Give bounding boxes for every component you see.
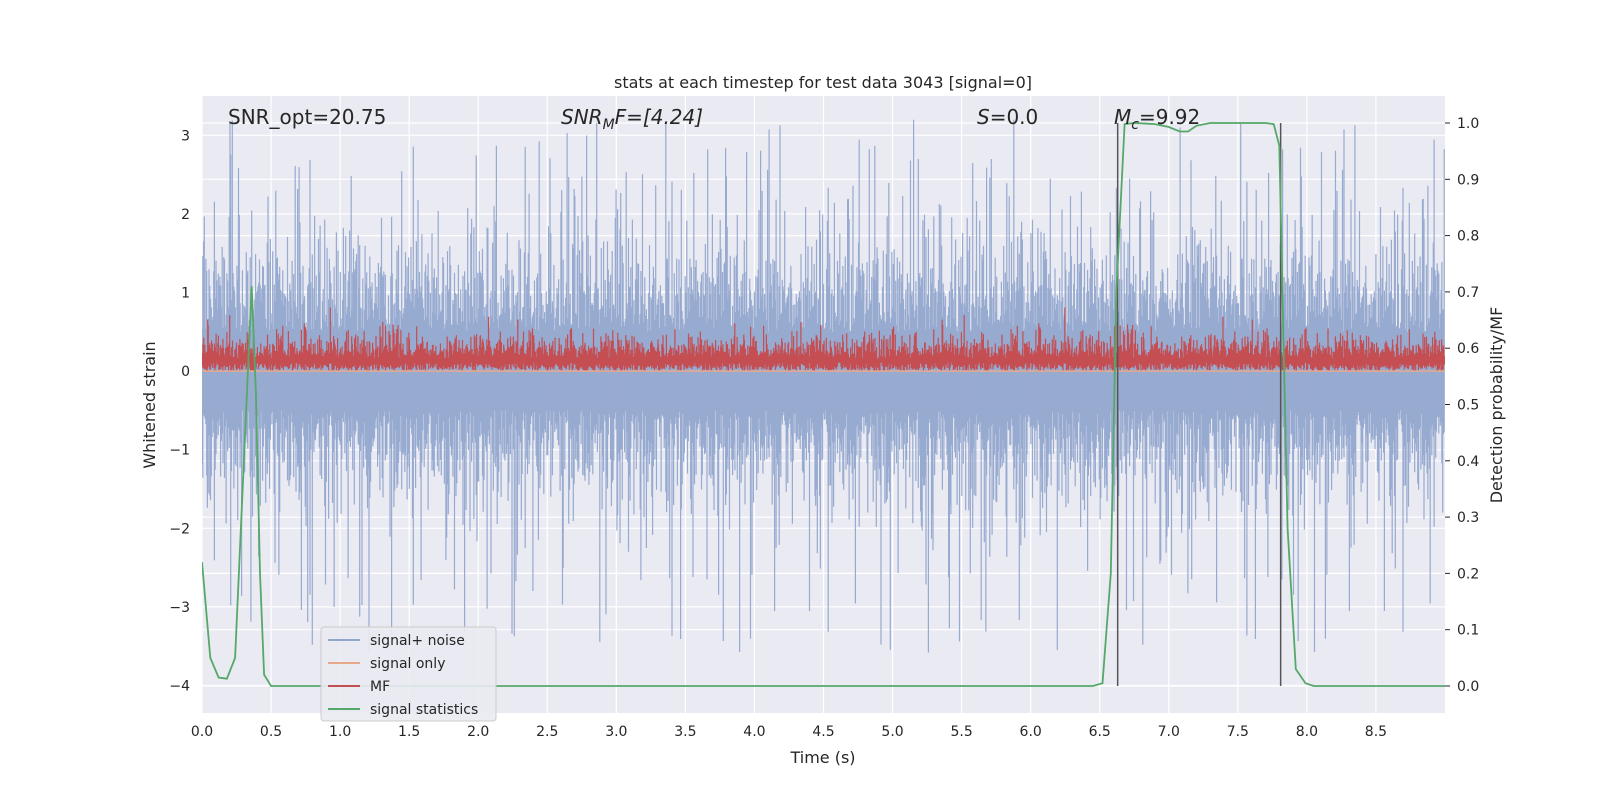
annotation-snr-mf-value: F=[4.24] (615, 105, 703, 129)
y-right-tick-label: 0.6 (1457, 341, 1479, 357)
x-tick-label: 1.0 (329, 724, 351, 740)
y-right-tick-label: 0.2 (1457, 566, 1479, 582)
annotation-s-value: =0.0 (990, 105, 1039, 129)
x-tick-label: 5.0 (881, 724, 903, 740)
legend-label-mf: MF (370, 679, 390, 695)
x-tick-label: 8.5 (1365, 724, 1387, 740)
y-right-tick-label: 0.1 (1457, 623, 1479, 639)
y-left-tick-label: 2 (181, 207, 190, 223)
legend-label-signal-only: signal only (370, 656, 445, 672)
x-axis-label: Time (s) (789, 748, 855, 767)
series-mf (202, 307, 1445, 371)
y-left-tick-label: −4 (169, 678, 190, 694)
y-right-axis-label: Detection probability/MF (1487, 307, 1506, 504)
y-right-tick-label: 0.5 (1457, 398, 1479, 414)
x-tick-label: 1.5 (398, 724, 420, 740)
x-tick-label: 0.5 (260, 724, 282, 740)
legend: signal+ noise signal only MF signal stat… (320, 626, 497, 722)
legend-label-signal-noise: signal+ noise (370, 633, 465, 649)
annotation-snr-opt: SNR_opt=20.75 (228, 105, 386, 129)
y-right-tick-label: 0.4 (1457, 454, 1479, 470)
x-tick-label: 3.5 (674, 724, 696, 740)
x-tick-label: 4.5 (812, 724, 834, 740)
annotation-snr-mf: SNRMF=[4.24] (561, 105, 703, 133)
legend-box (320, 626, 497, 722)
x-tick-label: 8.0 (1296, 724, 1318, 740)
annotation-s: S=0.0 (977, 105, 1038, 129)
x-tick-label: 7.5 (1227, 724, 1249, 740)
y-left-tick-labels: 3 2 1 0 −1 −2 −3 −4 (169, 128, 190, 694)
series-signal-statistics (202, 122, 1445, 687)
x-tick-label: 2.0 (467, 724, 489, 740)
y-right-tick-labels: 1.0 0.9 0.8 0.7 0.6 0.5 0.4 0.3 0.2 0.1 0.0 (1445, 116, 1479, 695)
chart-title: stats at each timestep for test data 304… (614, 73, 1032, 92)
annotation-snr-mf-symbol: SNR (561, 105, 603, 129)
x-tick-label: 6.5 (1089, 724, 1111, 740)
y-right-tick-label: 0.8 (1457, 229, 1479, 245)
y-left-tick-label: −1 (169, 443, 190, 459)
x-tick-label: 7.0 (1158, 724, 1180, 740)
y-left-tick-label: −2 (169, 521, 190, 537)
x-tick-labels: 0.0 0.5 1.0 1.5 2.0 2.5 3.0 3.5 4.0 4.5 5.0 5.5 6.0 6… (191, 724, 1387, 740)
x-tick-label: 3.0 (605, 724, 627, 740)
y-right-tick-label: 0.3 (1457, 510, 1479, 526)
x-tick-label: 6.0 (1020, 724, 1042, 740)
annotation-mc-subscript: c (1131, 117, 1139, 133)
y-left-tick-label: −3 (169, 600, 190, 616)
x-tick-label: 2.5 (536, 724, 558, 740)
y-left-tick-label: 3 (181, 128, 190, 144)
legend-label-signal-statistics: signal statistics (370, 702, 478, 718)
x-tick-label: 0.0 (191, 724, 213, 740)
annotation-snr-mf-subscript: M (603, 117, 615, 133)
annotation-mc: Mc=9.92 (1114, 105, 1200, 133)
annotation-mc-value: =9.92 (1139, 105, 1200, 129)
annotation-mc-symbol: M (1114, 105, 1131, 129)
x-tick-label: 5.5 (950, 724, 972, 740)
y-left-tick-label: 0 (181, 364, 190, 380)
y-left-tick-label: 1 (181, 285, 190, 301)
y-left-axis-label: Whitened strain (140, 341, 159, 468)
annotation-s-symbol: S (977, 105, 990, 129)
y-right-tick-label: 0.7 (1457, 285, 1479, 301)
y-right-tick-label: 0.9 (1457, 172, 1479, 188)
y-right-tick-label: 0.0 (1457, 679, 1479, 695)
y-right-tick-label: 1.0 (1457, 116, 1479, 132)
x-tick-label: 4.0 (743, 724, 765, 740)
